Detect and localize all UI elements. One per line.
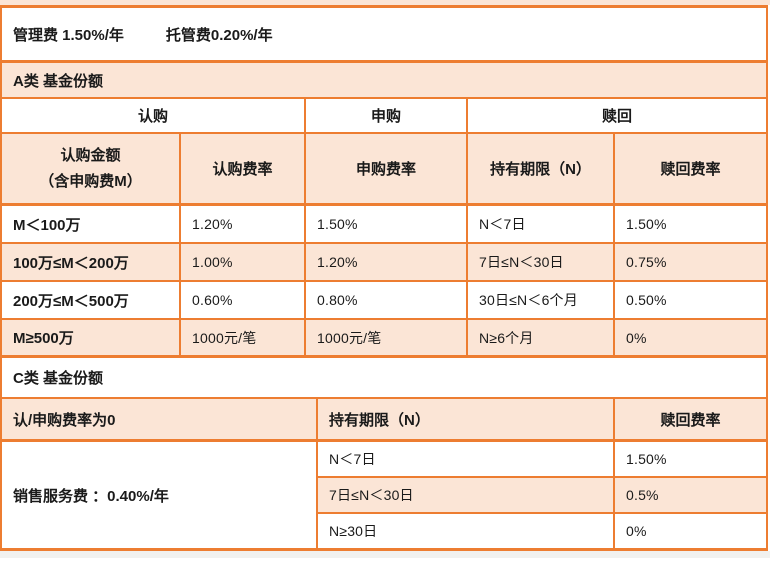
- purchase-rate-cell: 1.20%: [306, 244, 468, 280]
- redemption-rate-cell: 0%: [615, 514, 766, 548]
- holding-period-cell: N＜7日: [468, 206, 615, 242]
- subscription-rate-header: 认购费率: [181, 134, 306, 203]
- amount-header-line1: 认购金额: [60, 146, 121, 164]
- redemption-rate-cell: 0%: [615, 320, 766, 355]
- subscription-rate-cell: 1.00%: [181, 244, 306, 280]
- management-fee-text: 管理费 1.50%/年: [13, 26, 124, 44]
- holding-period-cell: N＜7日: [318, 442, 615, 476]
- purchase-group-header: 申购: [306, 99, 468, 132]
- purchase-rate-cell: 1000元/笔: [306, 320, 468, 355]
- subscription-rate-cell: 1000元/笔: [181, 320, 306, 355]
- class-c-data-row: 7日≤N＜30日 0.5%: [318, 478, 766, 514]
- redemption-rate-header: 赎回费率: [615, 134, 766, 203]
- class-a-data-row: M≥500万 1000元/笔 1000元/笔 N≥6个月 0%: [2, 320, 766, 358]
- amount-cell: M＜100万: [2, 206, 181, 242]
- custody-fee-text: 托管费0.20%/年: [165, 26, 273, 44]
- redemption-rate-cell: 1.50%: [615, 206, 766, 242]
- amount-cell: 100万≤M＜200万: [2, 244, 181, 280]
- redemption-rate-cell: 1.50%: [615, 442, 766, 476]
- redemption-rate-cell: 0.50%: [615, 282, 766, 318]
- annual-fees-cell: 管理费 1.50%/年 托管费0.20%/年: [2, 8, 766, 60]
- class-a-data-row: 100万≤M＜200万 1.00% 1.20% 7日≤N＜30日 0.75%: [2, 244, 766, 282]
- holding-period-cell: 7日≤N＜30日: [318, 478, 615, 512]
- holding-period-cell: N≥30日: [318, 514, 615, 548]
- purchase-rate-header: 申购费率: [306, 134, 468, 203]
- subscription-rate-cell: 1.20%: [181, 206, 306, 242]
- top-cropped-row-strip: [0, 0, 770, 5]
- class-a-group-header-row: 认购 申购 赎回: [2, 99, 766, 134]
- class-c-header-row: 认/申购费率为0 持有期限（N） 赎回费率: [2, 399, 766, 442]
- class-a-column-header-row: 认购金额 （含申购费M） 认购费率 申购费率 持有期限（N） 赎回费率: [2, 134, 766, 206]
- redemption-group-header: 赎回: [468, 99, 766, 132]
- holding-period-header: 持有期限（N）: [318, 399, 615, 439]
- class-a-data-row: 200万≤M＜500万 0.60% 0.80% 30日≤N＜6个月 0.50%: [2, 282, 766, 320]
- purchase-rate-cell: 0.80%: [306, 282, 468, 318]
- amount-header-line2: （含申购费M）: [39, 172, 142, 190]
- holding-period-cell: 30日≤N＜6个月: [468, 282, 615, 318]
- subscription-group-header: 认购: [2, 99, 306, 132]
- amount-column-header: 认购金额 （含申购费M）: [2, 134, 181, 203]
- bottom-outside-strip: [0, 551, 770, 558]
- fee-note-header: 认/申购费率为0: [2, 399, 318, 439]
- class-a-data-row: M＜100万 1.20% 1.50% N＜7日 1.50%: [2, 206, 766, 244]
- annual-fees-row: 管理费 1.50%/年 托管费0.20%/年: [2, 8, 766, 63]
- class-c-data-row: N≥30日 0%: [318, 514, 766, 548]
- amount-cell: M≥500万: [2, 320, 181, 355]
- redemption-rate-cell: 0.75%: [615, 244, 766, 280]
- class-c-data-row: N＜7日 1.50%: [318, 442, 766, 478]
- class-c-body: 销售服务费 ：0.40%/年 N＜7日 1.50% 7日≤N＜30日 0.5% …: [2, 442, 766, 548]
- holding-period-cell: N≥6个月: [468, 320, 615, 355]
- class-c-title-row: C类 基金份额: [2, 358, 766, 399]
- subscription-rate-cell: 0.60%: [181, 282, 306, 318]
- redemption-rate-cell: 0.5%: [615, 478, 766, 512]
- holding-period-cell: 7日≤N＜30日: [468, 244, 615, 280]
- service-fee-cell: 销售服务费 ：0.40%/年: [2, 442, 318, 548]
- class-c-title: C类 基金份额: [2, 358, 766, 397]
- amount-cell: 200万≤M＜500万: [2, 282, 181, 318]
- redemption-rate-header: 赎回费率: [615, 399, 766, 439]
- fee-table: 管理费 1.50%/年 托管费0.20%/年 A类 基金份额 认购 申购 赎回 …: [0, 5, 768, 551]
- class-a-title-row: A类 基金份额: [2, 63, 766, 99]
- class-a-title: A类 基金份额: [2, 63, 766, 97]
- holding-period-header: 持有期限（N）: [468, 134, 615, 203]
- purchase-rate-cell: 1.50%: [306, 206, 468, 242]
